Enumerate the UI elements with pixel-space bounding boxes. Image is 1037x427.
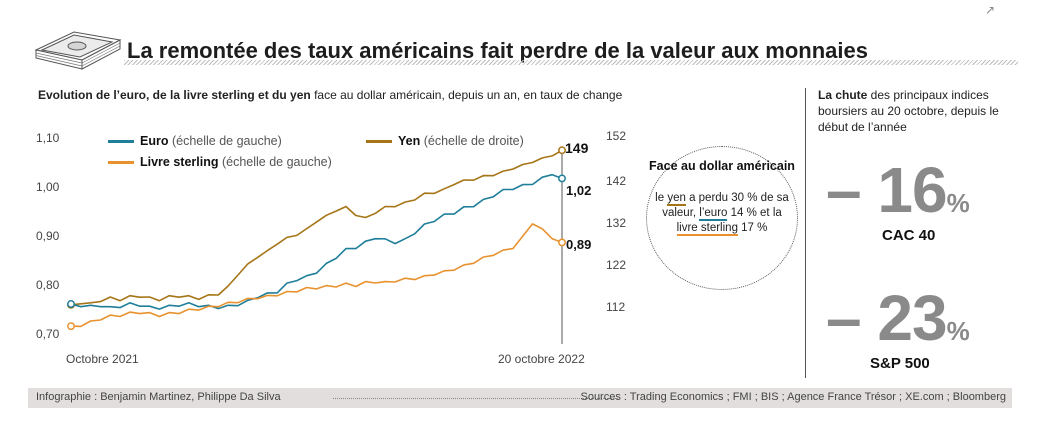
gbp-end-label: 0,89 [566, 237, 592, 252]
page-title: La remontée des taux américains fait per… [127, 38, 868, 63]
chart-subtitle: Evolution de l’euro, de la livre sterlin… [38, 88, 622, 102]
cac40-unit: % [946, 188, 970, 218]
end-point-1 [558, 146, 566, 155]
series-line-2 [70, 223, 563, 328]
callout-circle: Face au dollar américain le yen a perdu … [646, 146, 798, 290]
footer-bar: Infographie : Benjamin Martinez, Philipp… [28, 388, 1012, 408]
cac40-value: – 16 [826, 154, 948, 226]
legend-yen-name: Yen [398, 134, 421, 148]
cac40-label: CAC 40 [882, 227, 936, 244]
callout-yen: yen [667, 192, 686, 206]
legend-gbp-note: (échelle de gauche) [221, 155, 332, 169]
stock-panel-heading: La chute des principaux indices boursier… [818, 87, 1014, 135]
legend-swatch-euro [108, 140, 134, 144]
exchange-rate-chart [67, 146, 566, 344]
legend-swatch-yen [366, 140, 392, 144]
callout-title: Face au dollar américain [649, 159, 795, 173]
left-tick: 1,00 [36, 180, 60, 194]
sp500-label: S&P 500 [870, 355, 930, 372]
left-tick: 0,80 [36, 278, 60, 292]
left-tick: 1,10 [36, 131, 60, 145]
legend-euro: Euro (échelle de gauche) [108, 134, 282, 148]
sp500-change: – 23% [826, 286, 970, 363]
top-corner-mark: ↗ [984, 3, 995, 17]
legend-swatch-gbp [108, 161, 134, 165]
callout-text: le [655, 192, 668, 204]
right-tick: 132 [606, 216, 627, 230]
right-tick: 152 [606, 129, 627, 143]
subtitle-bold: Evolution de l’euro, de la livre sterlin… [38, 88, 311, 102]
x-tick-start: Octobre 2021 [66, 352, 139, 366]
callout-text: 14 % et la [727, 207, 782, 219]
right-tick: 122 [606, 258, 627, 272]
x-tick-end: 20 octobre 2022 [498, 352, 585, 366]
sp500-unit: % [946, 316, 970, 346]
callout-euro: l’euro [699, 207, 728, 221]
legend-gbp-name: Livre sterling [140, 155, 219, 169]
stock-panel-heading-bold: La chute [818, 88, 868, 102]
legend-euro-name: Euro [140, 134, 169, 148]
yen-end-label: 149 [565, 140, 589, 156]
title-rule [124, 60, 1018, 65]
credit-text: Infographie : Benjamin Martinez, Philipp… [36, 391, 281, 403]
sp500-value: – 23 [826, 282, 948, 354]
callout-text: a perdu 30 % de sa valeur, [662, 192, 789, 219]
euro-end-label: 1,02 [566, 183, 592, 198]
series-line-0 [70, 173, 563, 310]
right-tick: 112 [606, 300, 626, 314]
legend-euro-note: (échelle de gauche) [171, 134, 282, 148]
callout-text: 17 % [737, 222, 768, 234]
series-line-1 [70, 149, 563, 306]
series-layer [67, 146, 566, 331]
cac40-change: – 16% [826, 158, 970, 235]
stock-panel-heading-rest: des principaux indices boursiers au 20 o… [818, 88, 999, 134]
start-point-2 [67, 322, 75, 331]
end-point-0 [558, 174, 566, 183]
panel-divider [805, 88, 806, 378]
banknotes-icon [34, 31, 122, 70]
footer-dots [333, 398, 618, 399]
left-tick: 0,70 [36, 327, 60, 341]
legend-yen-note: (échelle de droite) [423, 134, 524, 148]
end-point-2 [558, 238, 566, 247]
sources-text: Sources : Trading Economics ; FMI ; BIS … [580, 391, 1006, 403]
subtitle-rest: face au dollar américain, depuis un an, … [310, 88, 623, 102]
right-tick: 142 [606, 174, 627, 188]
legend-gbp: Livre sterling (échelle de gauche) [108, 155, 332, 169]
left-tick: 0,90 [36, 229, 60, 243]
callout-livre: livre sterling [676, 222, 738, 236]
start-point-0 [67, 300, 75, 308]
callout-body: le yen a perdu 30 % de sa valeur, l’euro… [655, 191, 789, 236]
legend-yen: Yen (échelle de droite) [366, 134, 524, 148]
